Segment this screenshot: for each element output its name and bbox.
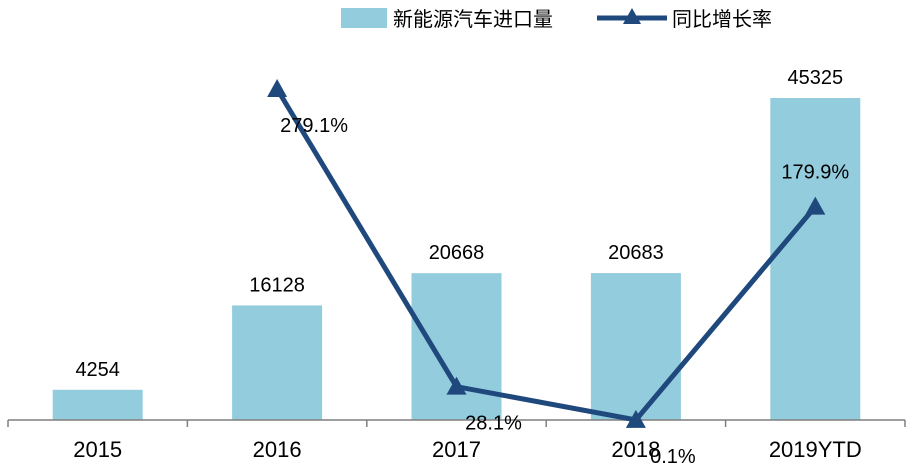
bar-label-2017: 20668 bbox=[429, 242, 485, 264]
x-axis-tick-labels: 2015 2016 2017 2018 2019YTD bbox=[73, 437, 862, 462]
bar-series bbox=[52, 98, 861, 420]
x-tick-label-2015: 2015 bbox=[73, 437, 122, 462]
bar-2017 bbox=[411, 273, 502, 420]
line-label-2019YTD: 179.9% bbox=[781, 162, 849, 184]
x-tick-label-2016: 2016 bbox=[253, 437, 302, 462]
bar-label-2019YTD: 45325 bbox=[787, 67, 843, 89]
legend-label-bar: 新能源汽车进口量 bbox=[393, 7, 553, 31]
legend-label-line: 同比增长率 bbox=[672, 7, 772, 31]
x-tick-label-2019YTD: 2019YTD bbox=[769, 437, 862, 462]
bar-2016 bbox=[232, 305, 323, 420]
legend: 新能源汽车进口量 同比增长率 bbox=[341, 7, 772, 31]
x-tick-label-2018: 2018 bbox=[611, 437, 660, 462]
line-label-2017: 28.1% bbox=[465, 413, 522, 435]
bar-label-2015: 4254 bbox=[75, 359, 120, 381]
x-axis-ticks bbox=[7, 420, 906, 427]
bar-2019YTD bbox=[770, 98, 861, 420]
growth-rate-line bbox=[274, 87, 818, 423]
line-series bbox=[267, 79, 826, 428]
line-point-2019YTD bbox=[805, 196, 826, 215]
line-point-2017 bbox=[446, 376, 467, 395]
bar-2015 bbox=[52, 389, 143, 420]
line-point-2018 bbox=[625, 409, 646, 428]
x-tick-label-2017: 2017 bbox=[432, 437, 481, 462]
line-point-2016 bbox=[267, 79, 288, 97]
bar-label-2018: 20683 bbox=[608, 242, 664, 264]
line-data-labels: 279.1% 28.1% 0.1% 179.9% bbox=[280, 115, 849, 468]
line-label-2016: 279.1% bbox=[280, 115, 348, 137]
bar-2018 bbox=[590, 273, 681, 420]
line-label-2018: 0.1% bbox=[650, 446, 696, 468]
bar-data-labels: 4254 16128 20668 20683 45325 bbox=[75, 67, 843, 381]
legend-triangle-icon bbox=[623, 8, 641, 24]
legend-swatch-bar bbox=[341, 8, 387, 28]
bar-label-2016: 16128 bbox=[249, 274, 305, 296]
